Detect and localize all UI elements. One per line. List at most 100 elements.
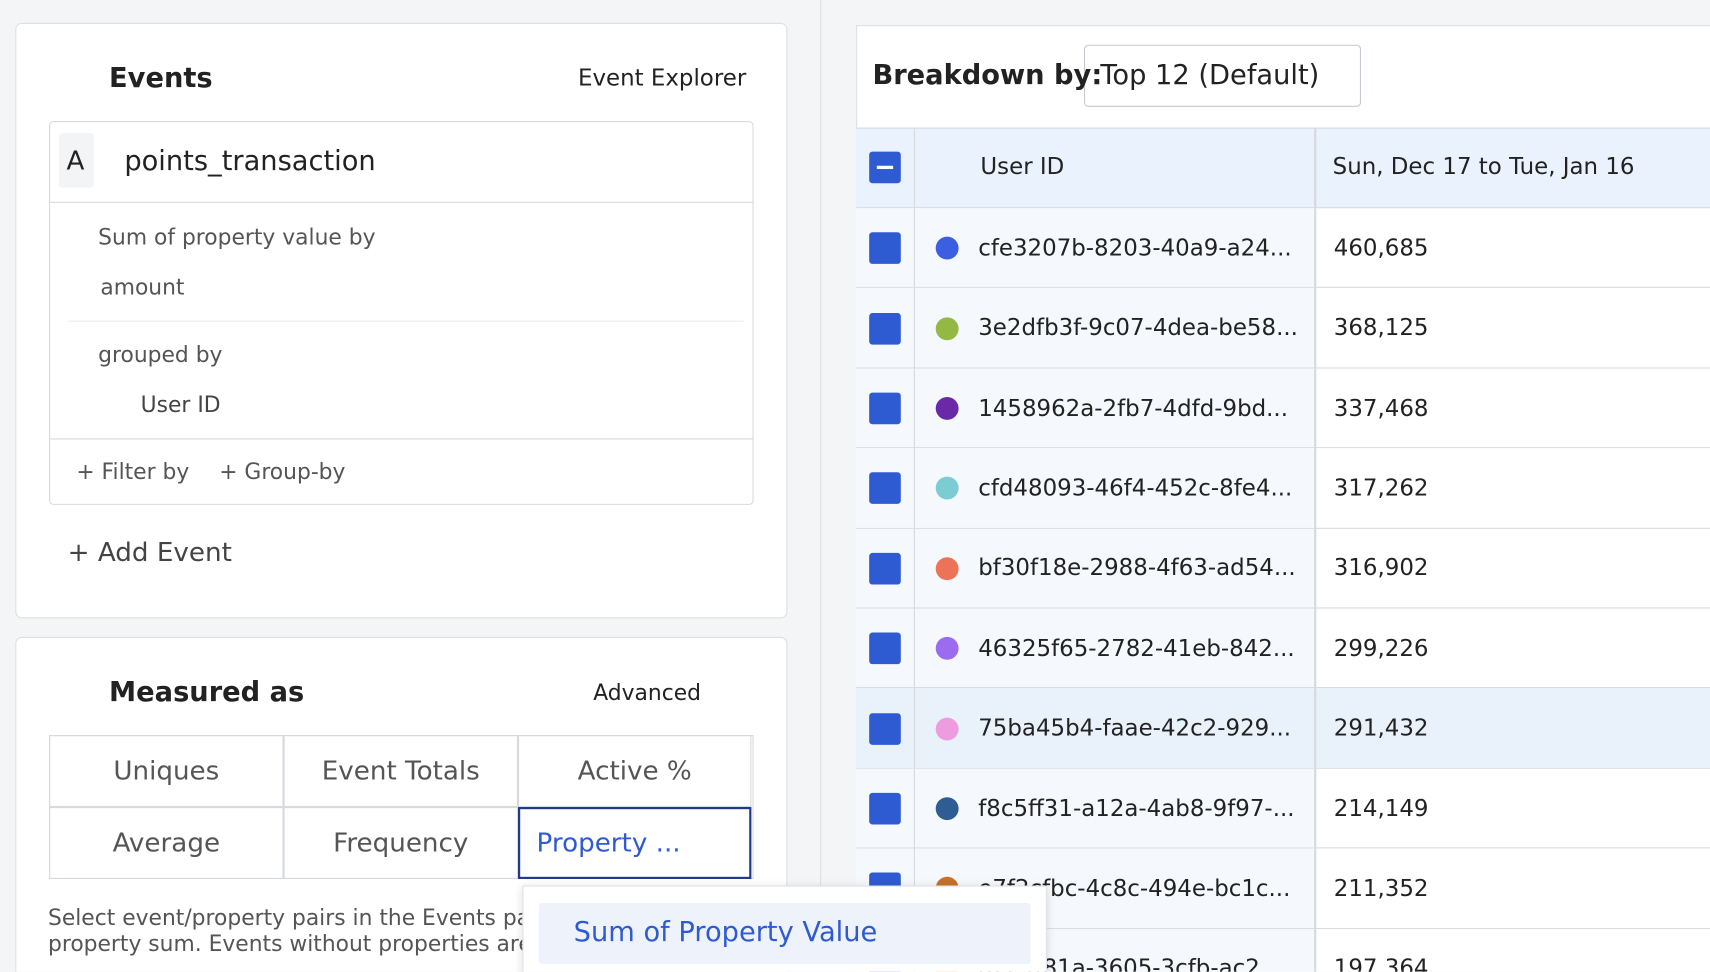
row-checkbox[interactable] (869, 232, 901, 265)
measure-option[interactable] (518, 807, 752, 879)
measure-label: Sum of property value by (98, 223, 376, 250)
chevron (1319, 68, 1335, 79)
column-header[interactable]: Sun, Dec 17 to Tue, Jan 16 (1332, 153, 1635, 180)
events-card (15, 22, 788, 619)
kebab[interactable] (717, 150, 723, 173)
col-divider (1314, 848, 1317, 929)
group-property[interactable]: User ID (140, 391, 221, 418)
series-dot (935, 717, 959, 741)
col-divider (1314, 448, 1317, 529)
col-divider (1314, 288, 1317, 369)
col-divider (913, 448, 915, 529)
cell-value: 197,364 (1333, 955, 1429, 972)
measure-option-label[interactable]: Uniques (113, 755, 220, 786)
col-divider (1314, 928, 1317, 972)
measure-option-label[interactable]: Active % (577, 755, 692, 786)
col-divider (913, 608, 915, 689)
cell-value: 214,149 (1333, 794, 1429, 822)
cell-value: 299,226 (1333, 634, 1429, 661)
measure-option-label[interactable]: Average (112, 827, 221, 858)
dropdown-option[interactable] (538, 902, 1031, 965)
help-text: Select event/property pairs in the Event… (47, 904, 531, 931)
user-id[interactable]: f8c5ff31-a12a-4ab8-9f97-... (978, 794, 1295, 822)
row-checkbox[interactable] (869, 792, 901, 825)
col-divider (913, 288, 915, 369)
user-id[interactable]: 46325f65-2782-41eb-842... (978, 634, 1295, 661)
breakdown-select[interactable] (1084, 44, 1362, 107)
column-header[interactable]: User ID (980, 153, 1065, 180)
property[interactable]: amount (100, 273, 185, 300)
measure-option-label[interactable]: Event Totals (321, 755, 480, 786)
measure-option[interactable] (518, 735, 752, 808)
user-id[interactable]: 1458962a-2fb7-4dfd-9bd... (978, 394, 1289, 421)
col-divider (913, 688, 915, 769)
col-divider (913, 127, 915, 209)
user-icon (101, 390, 130, 419)
row-checkbox[interactable] (869, 712, 901, 745)
row-checkbox[interactable] (869, 392, 901, 425)
filter-button[interactable]: + Filter by (76, 458, 190, 485)
measure-option[interactable] (49, 807, 284, 879)
cell-value: 291,432 (1333, 714, 1429, 742)
series-dot (935, 316, 959, 340)
col-divider (913, 768, 915, 849)
group-by-button[interactable]: + Group-by (219, 458, 346, 485)
row-cell (856, 528, 1316, 608)
col-divider (913, 208, 915, 289)
row-cell (1316, 688, 1710, 768)
measure-option-label[interactable]: Property ... (536, 827, 681, 858)
user-id[interactable]: cfd48093-46f4-452c-8fe4... (978, 474, 1293, 501)
chevron[interactable] (62, 73, 78, 83)
user-id[interactable]: 75ba45b4-faae-42c2-929... (978, 714, 1292, 742)
col-divider (1314, 768, 1317, 849)
series-dot (935, 396, 959, 420)
info-icon[interactable] (1373, 59, 1406, 93)
row-checkbox[interactable] (869, 552, 901, 585)
add-event[interactable]: + Add Event (67, 537, 232, 568)
row-cell (856, 368, 1316, 448)
col-divider (1314, 208, 1317, 289)
section-title: Events (109, 62, 213, 94)
info-icon[interactable] (287, 680, 313, 707)
chevron (712, 687, 728, 697)
col-divider (913, 528, 915, 609)
divider (67, 320, 744, 322)
breakdown-value[interactable]: Top 12 (Default) (1100, 58, 1320, 91)
checkbox-minus (876, 165, 894, 170)
explorer-icon (544, 65, 566, 95)
row-cell (856, 768, 1316, 848)
event-name[interactable]: points_transaction (124, 145, 376, 177)
section-title: Measured as (109, 676, 305, 708)
event-letter: A (66, 145, 85, 177)
measure-option[interactable] (49, 735, 284, 808)
user-id[interactable]: d2c4f81a-3605-3cfb-ac2... (978, 955, 1282, 972)
measure-option[interactable] (283, 807, 519, 879)
col-divider (1314, 528, 1317, 609)
cell-value: 460,685 (1333, 234, 1429, 261)
row-checkbox[interactable] (869, 312, 901, 345)
row-cell (856, 688, 1316, 768)
divider (50, 201, 753, 203)
user-id[interactable]: 3e2dfb3f-9c07-4dea-be58... (978, 314, 1298, 341)
series-dot (935, 236, 959, 260)
chevron[interactable] (62, 687, 78, 697)
cell-value: 317,262 (1333, 474, 1429, 501)
row-cell (856, 288, 1316, 368)
row-cell (856, 448, 1316, 528)
col-divider (1314, 368, 1317, 449)
user-id[interactable]: bf30f18e-2988-4f63-ad54... (978, 554, 1296, 581)
event-box (49, 121, 754, 505)
group-label: grouped by (98, 341, 223, 368)
user-id[interactable]: cfe3207b-8203-40a9-a24... (978, 234, 1292, 261)
measure-option-label[interactable]: Frequency (333, 827, 469, 858)
row-checkbox[interactable] (869, 472, 901, 505)
cell-value: 368,125 (1333, 314, 1429, 341)
series-dot (935, 557, 959, 580)
measure-option[interactable] (283, 735, 519, 808)
row-checkbox[interactable] (869, 632, 901, 665)
advanced-toggle[interactable]: Advanced (593, 679, 702, 706)
event-explorer[interactable]: Event Explorer (577, 64, 747, 91)
dropdown-option-label[interactable]: Sum of Property Value (573, 916, 878, 948)
row-cell (856, 208, 1316, 288)
